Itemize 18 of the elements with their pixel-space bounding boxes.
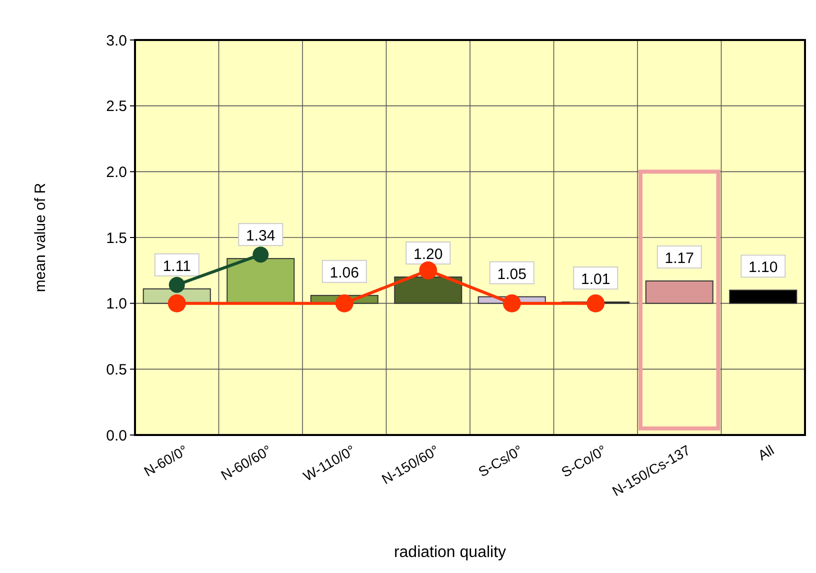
y-tick-label: 1.0 <box>106 296 127 313</box>
y-axis-title: mean value of R <box>32 182 49 292</box>
data-label: 1.10 <box>748 259 778 276</box>
y-tick-label: 1.5 <box>106 230 127 247</box>
data-label: 1.01 <box>581 271 610 288</box>
y-tick-label: 3.0 <box>106 32 127 50</box>
data-label: 1.34 <box>246 228 276 245</box>
y-tick-label: 2.5 <box>106 98 127 116</box>
data-label: 1.17 <box>664 250 694 267</box>
data-label: 1.05 <box>497 266 526 283</box>
y-tick-label: 0.5 <box>106 361 127 378</box>
x-axis-title: radiation quality <box>394 544 506 561</box>
y-tick-label: 2.0 <box>106 164 127 181</box>
data-label: 1.06 <box>330 264 359 282</box>
data-label: 1.20 <box>414 246 443 263</box>
x-tick-label: All <box>755 442 777 464</box>
y-tick-label: 0.0 <box>106 427 127 444</box>
data-label: 1.11 <box>162 258 191 275</box>
